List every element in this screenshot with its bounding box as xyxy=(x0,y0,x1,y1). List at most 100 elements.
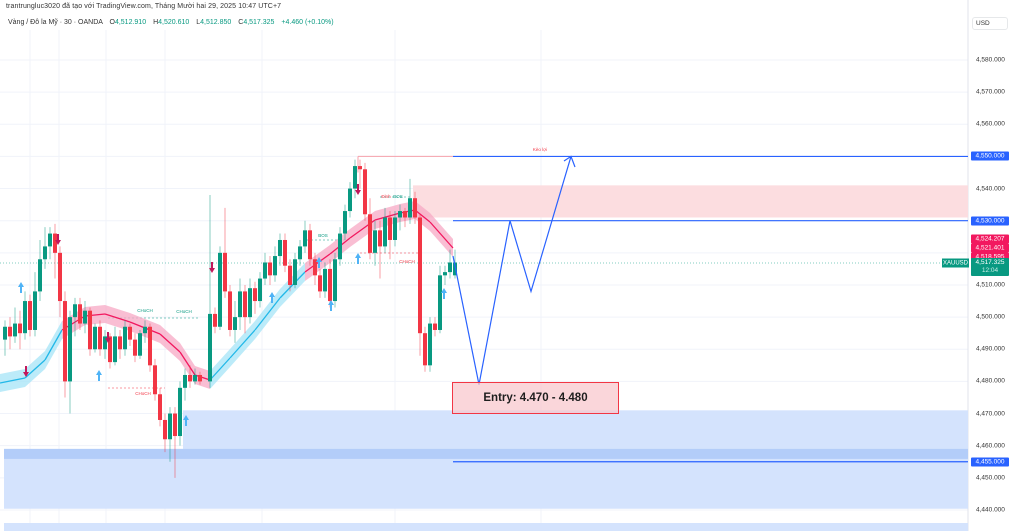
ma-ribbon-core xyxy=(44,329,63,361)
price-tick: 4,510.000 xyxy=(976,281,1005,289)
bullish-candle xyxy=(408,198,412,218)
bearish-candle xyxy=(363,169,367,215)
open-value: 4,512.910 xyxy=(114,19,147,26)
bullish-candle xyxy=(23,301,27,334)
bearish-candle xyxy=(28,301,32,330)
bullish-candle xyxy=(298,246,302,260)
bullish-candle xyxy=(278,239,282,257)
bearish-candle xyxy=(63,301,67,382)
price-level-tag: 4,530.000 xyxy=(971,216,1009,226)
bearish-candle xyxy=(313,259,317,276)
bearish-candle xyxy=(118,336,122,350)
sell-signal-arrow-icon xyxy=(105,332,111,343)
price-tick: 4,440.000 xyxy=(976,506,1005,514)
bullish-candle xyxy=(303,230,307,247)
bullish-candle xyxy=(323,268,327,292)
price-tick: 4,580.000 xyxy=(976,56,1005,64)
ma-ribbon-core xyxy=(104,313,131,323)
demand-core-zone xyxy=(4,448,968,459)
buy-signal-arrow-icon xyxy=(441,288,447,299)
bearish-candle xyxy=(128,326,132,340)
bullish-candle xyxy=(143,326,147,334)
entry-zone-label[interactable]: Entry: 4.470 - 4.480 xyxy=(452,382,619,414)
sell-signal-arrow-icon xyxy=(209,262,215,273)
bearish-candle xyxy=(308,230,312,260)
bullish-candle xyxy=(43,246,47,260)
bullish-candle xyxy=(258,278,262,302)
bearish-candle xyxy=(228,291,232,330)
ma-ribbon-core xyxy=(159,333,181,353)
bullish-candle xyxy=(428,323,432,366)
low-value: 4,512.850 xyxy=(200,19,232,26)
bar-countdown: 12:04 xyxy=(981,267,999,274)
bullish-candle xyxy=(293,259,297,285)
bullish-candle xyxy=(178,387,182,437)
bearish-candle xyxy=(243,291,247,318)
bearish-candle xyxy=(403,211,407,218)
bearish-candle xyxy=(153,365,157,395)
bullish-candle xyxy=(38,259,42,292)
ma-ribbon-core xyxy=(229,329,256,359)
bearish-candle xyxy=(213,313,217,327)
bearish-candle xyxy=(188,374,192,382)
bullish-candle xyxy=(103,336,107,350)
bearish-candle xyxy=(53,233,57,253)
price-level-tag: 4,455.000 xyxy=(971,457,1009,467)
buy-signal-arrow-icon xyxy=(316,257,322,268)
bullish-candle xyxy=(13,323,17,337)
bullish-candle xyxy=(68,317,72,382)
chart-credit: trantrungluc3020 đã tạo với TradingView.… xyxy=(6,3,282,10)
buy-signal-arrow-icon xyxy=(328,300,334,311)
bearish-candle xyxy=(433,323,437,330)
target-label: Kèo lợi xyxy=(532,147,548,152)
bearish-candle xyxy=(148,326,152,366)
close-value: 4,517.325 xyxy=(243,19,275,26)
bearish-candle xyxy=(98,326,102,350)
bearish-candle xyxy=(368,214,372,253)
bullish-candle xyxy=(343,211,347,234)
ma-ribbon-core xyxy=(399,209,416,214)
bullish-candle xyxy=(233,317,237,330)
currency-unit-button[interactable]: USD xyxy=(972,17,1008,30)
symbol-description[interactable]: Vàng / Đô la Mỹ · 30 · OANDA xyxy=(8,19,103,26)
buy-signal-arrow-icon xyxy=(355,253,361,264)
bullish-candle xyxy=(48,233,52,247)
bullish-candle xyxy=(263,262,267,279)
bearish-candle xyxy=(108,336,112,363)
bullish-candle xyxy=(238,291,242,318)
bearish-candle xyxy=(58,252,62,302)
bearish-candle xyxy=(18,323,22,334)
price-tick: 4,560.000 xyxy=(976,120,1005,128)
symbol-price-tag: XAUUSD xyxy=(942,258,969,268)
ma-ribbon-core xyxy=(24,359,46,379)
bullish-candle xyxy=(3,326,7,340)
bos-label: BOS xyxy=(393,194,403,199)
high-label: Đỉnh xyxy=(381,194,391,199)
bearish-candle xyxy=(198,374,202,382)
buy-signal-arrow-icon xyxy=(269,292,275,303)
bearish-candle xyxy=(223,252,227,292)
bullish-candle xyxy=(438,275,442,330)
bullish-candle xyxy=(33,291,37,330)
sell-signal-arrow-icon xyxy=(23,366,29,377)
price-level-tag: 4,524.207 xyxy=(971,234,1009,244)
bullish-candle xyxy=(338,233,342,260)
ma-ribbon-core xyxy=(414,209,431,223)
bullish-candle xyxy=(348,188,352,212)
choch-label: CHoCH xyxy=(399,259,415,264)
bullish-candle xyxy=(373,230,377,253)
arrow-head-icon xyxy=(563,155,576,168)
bos-label: BOS xyxy=(318,233,328,238)
change-value: +4.460 (+0.10%) xyxy=(281,19,334,26)
bullish-candle xyxy=(113,336,117,363)
ma-ribbon-core xyxy=(194,374,211,381)
high-value: 4,520.610 xyxy=(158,19,190,26)
ma-ribbon-core xyxy=(304,253,331,273)
bullish-candle xyxy=(193,374,197,382)
bullish-candle xyxy=(168,413,172,440)
bearish-candle xyxy=(133,339,137,356)
bullish-candle xyxy=(393,217,397,240)
bearish-candle xyxy=(418,217,422,334)
last-price-tag: 4,517.325 12:04 xyxy=(971,258,1009,276)
